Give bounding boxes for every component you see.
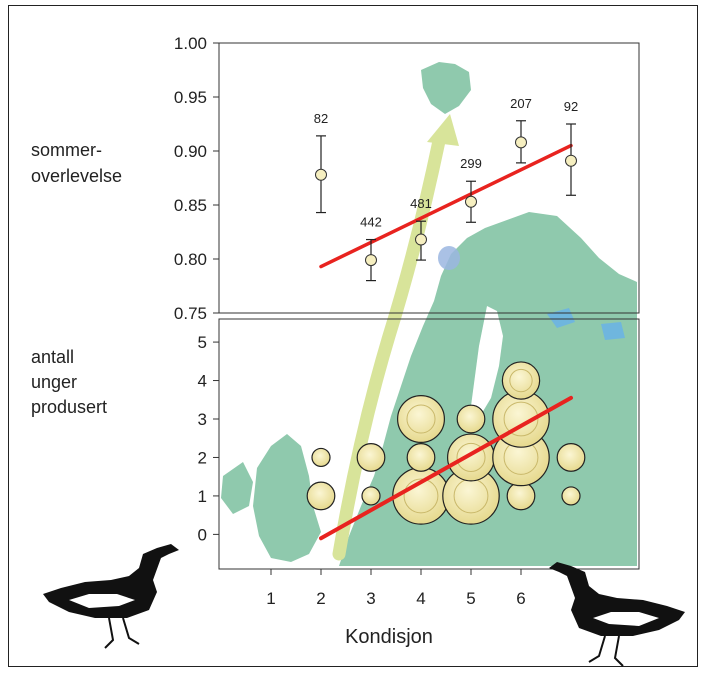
migration-arrowhead (427, 114, 459, 146)
data-point (315, 168, 327, 181)
top-panel-frame (218, 42, 640, 314)
bottom-y-tick-label: 5 (198, 333, 207, 352)
top-panel: 0.75 0.80 0.85 0.90 0.95 1.00 82 442 481 299 207 92 (174, 34, 578, 323)
bottom-y-tick-label: 4 (198, 372, 207, 391)
map-svalbard (421, 62, 471, 114)
top-ylabel-line-1: sommer- (31, 140, 102, 160)
sample-size-label: 207 (510, 96, 532, 111)
x-tick-label: 4 (416, 589, 425, 608)
map-britain (253, 434, 321, 562)
data-point (365, 254, 377, 267)
map-gulf (471, 306, 503, 418)
top-y-tick-label: 0.90 (174, 142, 207, 161)
bottom-y-tick-label: 2 (198, 448, 207, 467)
bubble-ring (509, 368, 533, 393)
top-ylabel-line-2: overlevelse (31, 166, 122, 186)
bubble (506, 481, 536, 511)
x-axis-label: Kondisjon (345, 626, 433, 648)
bubble-ring (456, 442, 486, 473)
bubble (556, 443, 586, 472)
bubble (311, 447, 331, 468)
bottom-y-tick-label: 0 (198, 525, 207, 544)
bubble (361, 486, 381, 506)
data-point (515, 136, 527, 149)
bubble (406, 443, 436, 472)
map-ireland (221, 462, 253, 514)
bubble (501, 361, 541, 400)
bubble-ring (406, 404, 436, 434)
sample-size-label: 92 (564, 99, 578, 114)
bubble (561, 486, 581, 506)
sample-size-label: 299 (460, 156, 482, 171)
bubble (456, 404, 486, 434)
bubble (397, 395, 446, 444)
stopover-marker (438, 246, 460, 270)
top-trend-line (319, 143, 573, 269)
x-tick-label: 1 (266, 589, 275, 608)
x-tick-label: 6 (516, 589, 525, 608)
x-tick-label: 5 (466, 589, 475, 608)
sample-size-label: 442 (360, 215, 382, 230)
goose-icon (43, 544, 179, 649)
bubble-ring (403, 478, 439, 514)
data-point (415, 233, 427, 246)
top-y-tick-label: 0.80 (174, 250, 207, 269)
top-y-tick-label: 0.95 (174, 88, 207, 107)
bottom-panel: 0 1 2 3 4 5 1 2 3 4 5 6 (198, 333, 586, 608)
data-point (565, 154, 577, 167)
bottom-panel-frame (218, 318, 640, 570)
x-tick-label: 3 (366, 589, 375, 608)
bottom-trend-line (319, 395, 573, 541)
bottom-y-tick-label: 1 (198, 487, 207, 506)
bubble (447, 433, 496, 482)
bubble (306, 481, 336, 511)
sample-size-label: 82 (314, 111, 328, 126)
top-y-tick-label: 0.75 (174, 304, 207, 323)
figure-frame: 0.75 0.80 0.85 0.90 0.95 1.00 82 442 481 299 207 92… (8, 5, 698, 667)
map-lake-2 (601, 322, 625, 340)
bottom-y-tick-label: 3 (198, 410, 207, 429)
migration-arrow (332, 134, 446, 561)
top-y-tick-label: 1.00 (174, 34, 207, 53)
top-y-tick-label: 0.85 (174, 196, 207, 215)
x-tick-label: 2 (316, 589, 325, 608)
bubble (356, 443, 386, 472)
bottom-ylabel-line-2: unger (31, 372, 77, 392)
goose-icon (549, 562, 685, 667)
data-point (465, 195, 477, 208)
bubble (392, 467, 450, 525)
bottom-ylabel-line-3: produsert (31, 397, 107, 417)
sample-size-label: 481 (410, 196, 432, 211)
bubble-ring (503, 401, 539, 437)
bottom-ylabel-line-1: antall (31, 347, 74, 367)
